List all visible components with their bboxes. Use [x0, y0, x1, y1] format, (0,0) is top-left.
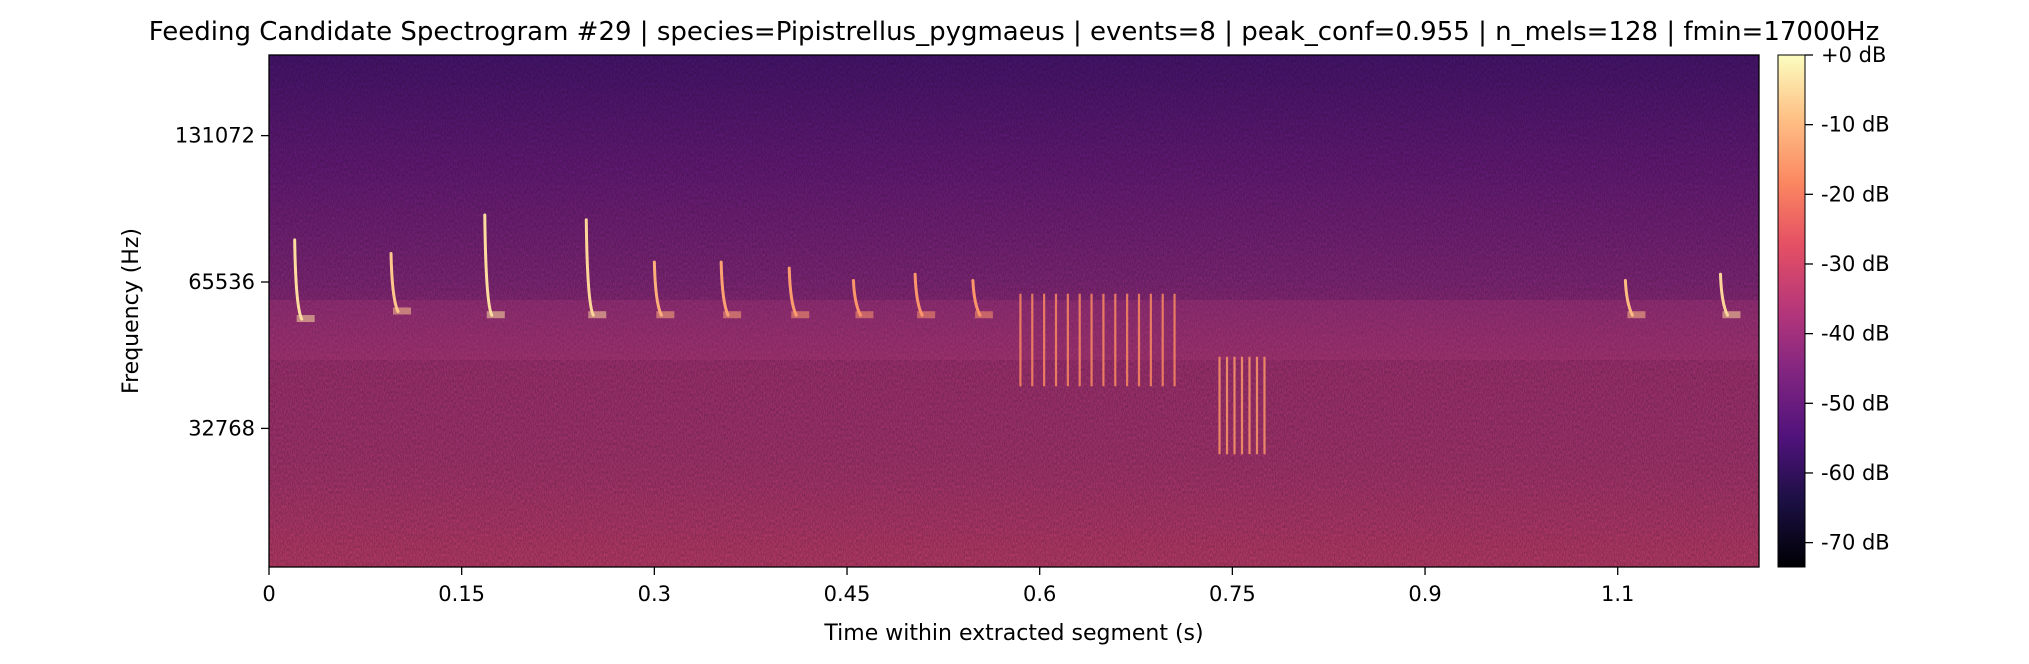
call-tail: [974, 311, 993, 319]
x-tick-label: 0.9: [1408, 582, 1441, 606]
y-tick-label: 65536: [188, 270, 255, 294]
chart-title: Feeding Candidate Spectrogram #29 | spec…: [149, 17, 1880, 47]
call-tail: [1627, 311, 1646, 319]
x-axis: 0 0.15 0.3 0.45 0.6 0.75 0.9 1.1: [262, 567, 1634, 606]
colorbar-tick-label: -40 dB: [1821, 322, 1890, 346]
x-tick-label: 0.75: [1209, 582, 1256, 606]
colorbar-tick-label: -30 dB: [1821, 252, 1890, 276]
call-tail: [393, 307, 412, 315]
call-tail: [855, 311, 874, 319]
spectrogram-noise: [269, 55, 1759, 567]
y-axis: 32768 65536 131072: [175, 124, 269, 440]
x-tick-label: 0.6: [1023, 582, 1056, 606]
x-tick-label: 0: [262, 582, 275, 606]
colorbar-tick-label: -20 dB: [1821, 182, 1890, 206]
colorbar-tick-label: -60 dB: [1821, 461, 1890, 485]
colorbar-tick-label: -50 dB: [1821, 391, 1890, 415]
call-tail: [791, 311, 810, 319]
x-tick-label: 1.1: [1601, 582, 1634, 606]
colorbar-tick-label: -10 dB: [1821, 113, 1890, 137]
plot-area: [269, 55, 1759, 567]
x-tick-label: 0.45: [824, 582, 871, 606]
y-axis-label: Frequency (Hz): [119, 228, 144, 394]
call-tail: [588, 311, 607, 319]
x-tick-label: 0.15: [438, 582, 485, 606]
x-axis-label: Time within extracted segment (s): [823, 621, 1203, 646]
colorbar: [1777, 54, 1806, 568]
y-tick-label: 131072: [175, 124, 255, 148]
call-tail: [917, 311, 936, 319]
call-tail: [1722, 311, 1741, 319]
colorbar-tick-label: +0 dB: [1821, 43, 1886, 67]
call-band: [269, 300, 1759, 360]
call-tail: [656, 311, 675, 319]
y-tick-label: 32768: [188, 416, 255, 440]
colorbar-tick-label: -70 dB: [1821, 531, 1890, 555]
x-tick-label: 0.3: [638, 582, 671, 606]
call-events: [293, 213, 1741, 455]
call-tail: [486, 311, 505, 319]
colorbar-ticks: +0 dB -10 dB -20 dB -30 dB -40 dB -50 dB -60 d…: [1805, 43, 1890, 555]
call-tail: [296, 315, 315, 323]
plot-frame: [268, 54, 1760, 568]
call-tail: [723, 311, 742, 319]
